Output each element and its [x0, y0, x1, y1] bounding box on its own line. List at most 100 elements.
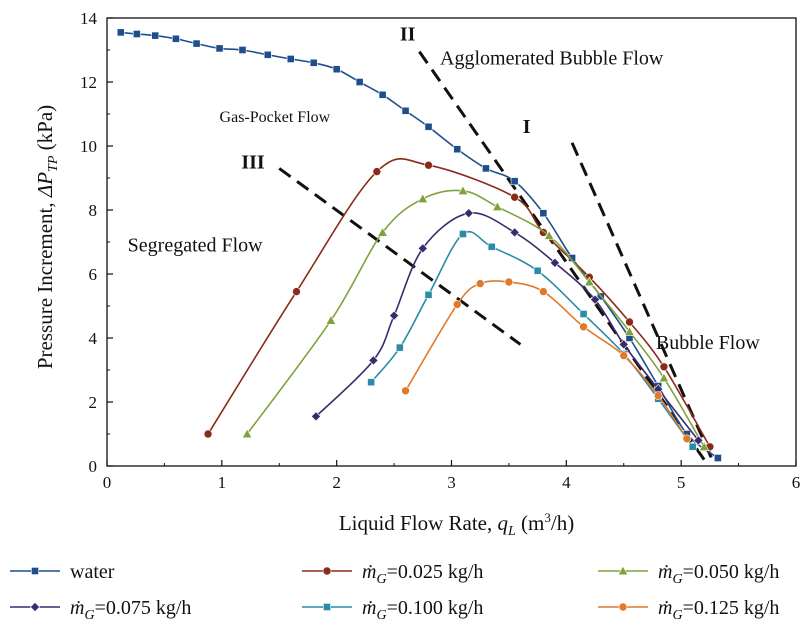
series-4-point-1 [310, 411, 322, 422]
series-4-point-4 [417, 243, 428, 254]
legend-label-5: ṁG=0.100 kg/h [362, 597, 483, 623]
series-1-point-9 [286, 55, 295, 63]
series-3-point-6 [492, 201, 503, 211]
x-tick-label: 2 [332, 473, 341, 492]
y-tick-label: 10 [80, 137, 97, 156]
series-1-point-6 [215, 44, 224, 53]
series-6-point-5 [539, 287, 548, 296]
series-5-point-4 [459, 230, 467, 238]
series-1-point-11 [332, 65, 341, 74]
legend-item-3: ṁG=0.050 kg/h [598, 561, 779, 587]
series-5 [367, 230, 697, 451]
y-tick-label: 8 [89, 201, 98, 220]
series-5-point-2 [395, 343, 404, 352]
series-5-line [370, 230, 694, 448]
series-3-point-1 [241, 428, 253, 439]
series-4-point-7 [549, 257, 560, 268]
legend-marker-2 [322, 566, 332, 576]
transition-line-3 [278, 167, 522, 346]
y-tick-label: 2 [89, 393, 98, 412]
y-tick-label: 6 [89, 265, 98, 284]
series-5-point-7 [579, 310, 588, 318]
x-tick-label: 3 [447, 473, 456, 492]
y-tick-label: 4 [89, 329, 98, 348]
series-1-point-1 [116, 28, 125, 37]
series-2-point-1 [203, 429, 213, 439]
series-1-point-14 [401, 106, 410, 115]
series-6-point-2 [452, 300, 462, 309]
series-5-point-10 [688, 442, 697, 451]
legend-item-1: water [10, 561, 115, 583]
series-3-point-9 [624, 326, 635, 336]
series-2-point-4 [424, 160, 433, 170]
series-1-point-4 [172, 34, 180, 43]
series-1-point-10 [309, 58, 318, 67]
legend-label-6: ṁG=0.125 kg/h [658, 597, 779, 623]
series-3-point-2 [325, 314, 337, 325]
series [116, 28, 722, 462]
series-4-point-9 [618, 339, 629, 350]
series-6-point-6 [579, 322, 588, 332]
series-1-point-5 [192, 39, 201, 48]
series-2-point-9 [659, 362, 669, 372]
series-6-point-4 [504, 277, 514, 287]
legend-item-6: ṁG=0.125 kg/h [598, 597, 779, 623]
legend-marker-1 [31, 567, 39, 575]
series-1-point-25 [714, 454, 722, 462]
legend-marker-4 [29, 601, 41, 613]
legend-marker-6 [618, 602, 628, 612]
series-5-point-1 [367, 378, 376, 387]
legend-label-2: ṁG=0.025 kg/h [362, 561, 483, 587]
x-axis-label: Liquid Flow Rate, qL (m3/h) [339, 510, 574, 539]
series-4-point-6 [509, 227, 520, 238]
series-6-point-7 [619, 351, 629, 360]
x-tick-label: 1 [218, 473, 227, 492]
series-1-point-15 [424, 122, 433, 131]
series-6-point-3 [475, 279, 485, 288]
region-label-3: Segregated Flow [128, 235, 264, 257]
series-1-point-16 [453, 145, 462, 154]
y-tick-label: 0 [89, 457, 98, 476]
series-2-point-5 [510, 192, 519, 202]
series-6-point-1 [401, 386, 410, 396]
series-6 [401, 277, 692, 444]
series-3-point-5 [457, 185, 469, 195]
series-6-point-9 [682, 434, 692, 444]
series-3-point-8 [583, 276, 595, 287]
series-3-point-11 [698, 441, 710, 451]
region-labels: Agglomerated Bubble Flow Gas-Pocket Flow S… [128, 47, 761, 354]
series-3-point-7 [543, 230, 555, 240]
transition-label-2: II [400, 23, 416, 45]
series-1-point-17 [482, 164, 490, 173]
legend: water ṁG=0.025 kg/h ṁG=0.050 kg/h ṁG=0.075 … [10, 561, 779, 623]
series-4-point-8 [590, 294, 601, 305]
legend-item-5: ṁG=0.100 kg/h [302, 597, 483, 623]
x-tick-label: 5 [677, 473, 686, 492]
legend-label-4: ṁG=0.075 kg/h [70, 597, 191, 623]
series-6-point-8 [653, 391, 663, 400]
series-4-point-3 [389, 310, 400, 321]
series-1-point-3 [151, 31, 160, 40]
series-1-point-18 [510, 177, 519, 186]
series-2-point-8 [625, 317, 634, 327]
series-4-point-11 [693, 435, 704, 446]
x-tick-label: 4 [562, 473, 571, 492]
transition-line-2 [418, 50, 706, 461]
series-2-point-2 [292, 287, 301, 296]
legend-label-3: ṁG=0.050 kg/h [658, 561, 779, 587]
series-3-point-3 [377, 226, 388, 237]
legend-marker-5 [323, 603, 331, 611]
series-1-point-2 [132, 30, 141, 38]
legend-item-2: ṁG=0.025 kg/h [302, 561, 483, 587]
region-label-1: Agglomerated Bubble Flow [440, 47, 664, 69]
series-1-point-12 [355, 78, 364, 86]
x-tick-label: 0 [103, 473, 112, 492]
y-axis-label: Pressure Increment, ΔPTP (kPa) [33, 105, 61, 369]
series-4-point-2 [368, 355, 379, 366]
transition-label-1: I [523, 116, 531, 138]
series-1-point-7 [238, 46, 247, 54]
series-3-point-10 [658, 372, 670, 383]
